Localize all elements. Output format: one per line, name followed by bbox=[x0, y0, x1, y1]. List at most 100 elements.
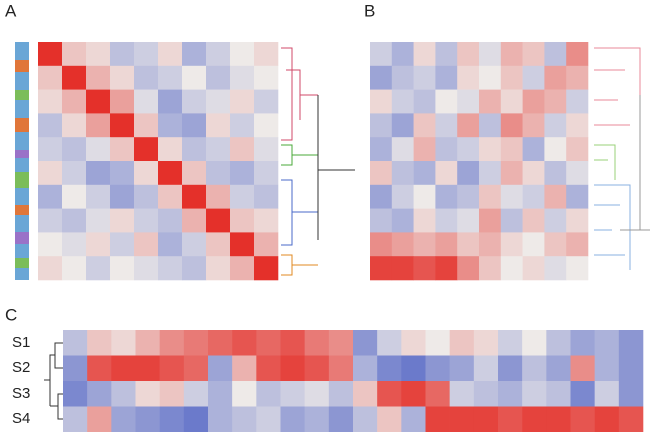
heatmap-cell bbox=[86, 89, 111, 114]
heatmap-cell bbox=[500, 89, 523, 114]
heatmap-cell bbox=[522, 381, 547, 407]
heatmap-cell bbox=[500, 256, 523, 281]
heatmap-cell bbox=[183, 355, 209, 381]
heatmap-cell bbox=[304, 355, 330, 381]
heatmap-cell bbox=[111, 355, 136, 381]
heatmap-cell bbox=[479, 42, 502, 67]
heatmap-cell bbox=[522, 161, 545, 186]
heatmap-cell bbox=[457, 232, 480, 257]
heatmap-cell bbox=[159, 330, 185, 356]
panel-label: C bbox=[5, 305, 17, 324]
heatmap-cell bbox=[328, 355, 354, 381]
heatmap-cell bbox=[254, 208, 279, 233]
heatmap-cell bbox=[413, 232, 436, 257]
row-label: S4 bbox=[12, 410, 30, 427]
heatmap-cell bbox=[391, 184, 414, 209]
heatmap-cell bbox=[158, 256, 183, 281]
heatmap-cell bbox=[254, 113, 279, 138]
heatmap-cell bbox=[435, 232, 458, 257]
heatmap-cell bbox=[473, 355, 499, 381]
heatmap-cell bbox=[86, 161, 111, 186]
heatmap-cell bbox=[87, 330, 112, 356]
heatmap-cell bbox=[86, 65, 111, 90]
heatmap-cell bbox=[479, 65, 502, 90]
heatmap-cell bbox=[435, 161, 458, 186]
heatmap-cell bbox=[158, 113, 183, 138]
heatmap-cell bbox=[479, 113, 502, 138]
heatmap-cell bbox=[457, 89, 480, 114]
heatmap-cell bbox=[413, 208, 436, 233]
heatmap-cell bbox=[522, 256, 545, 281]
heatmap-cell bbox=[522, 208, 545, 233]
heatmap-cell bbox=[544, 89, 567, 114]
heatmap-cell bbox=[479, 256, 502, 281]
heatmap-cell bbox=[110, 137, 135, 162]
heatmap-cell bbox=[230, 137, 255, 162]
heatmap-cell bbox=[594, 406, 620, 432]
heatmap-cell bbox=[413, 89, 436, 114]
heatmap-cell bbox=[377, 406, 402, 432]
heatmap-cell bbox=[544, 161, 567, 186]
heatmap-cell bbox=[435, 184, 458, 209]
heatmap-cell bbox=[570, 381, 595, 407]
heatmap-cell bbox=[110, 208, 135, 233]
heatmap-cell bbox=[111, 330, 136, 356]
heatmap-cell bbox=[110, 42, 135, 67]
heatmap-cell bbox=[38, 65, 63, 90]
heatmap-cell bbox=[135, 406, 160, 432]
heatmap-cell bbox=[498, 355, 523, 381]
heatmap-cell bbox=[401, 330, 426, 356]
heatmap-cell bbox=[254, 65, 279, 90]
heatmap-cell bbox=[206, 137, 231, 162]
heatmap-cell bbox=[479, 232, 502, 257]
heatmap-cell bbox=[473, 406, 499, 432]
heatmap-cell bbox=[230, 113, 255, 138]
heatmap-cell bbox=[230, 208, 255, 233]
heatmap-cell bbox=[391, 232, 414, 257]
heatmap-cell bbox=[500, 208, 523, 233]
heatmap-cell bbox=[62, 232, 87, 257]
heatmap-cell bbox=[353, 330, 378, 356]
heatmap-cell bbox=[391, 256, 414, 281]
heatmap-cell bbox=[566, 184, 589, 209]
heatmap-cell bbox=[457, 65, 480, 90]
heatmap-cell bbox=[435, 42, 458, 67]
heatmap-cell bbox=[304, 406, 330, 432]
heatmap-cell bbox=[62, 161, 87, 186]
heatmap-cell bbox=[159, 381, 185, 407]
heatmap-cell bbox=[86, 184, 111, 209]
heatmap-cell bbox=[522, 330, 547, 356]
heatmap-cell bbox=[413, 42, 436, 67]
heatmap-cell bbox=[38, 89, 63, 114]
heatmap-cell bbox=[479, 184, 502, 209]
heatmap-cell bbox=[63, 406, 88, 432]
row-label: S2 bbox=[12, 359, 30, 376]
heatmap-cell bbox=[182, 161, 207, 186]
heatmap-cell bbox=[479, 89, 502, 114]
heatmap-cell bbox=[546, 381, 571, 407]
heatmap-cell bbox=[566, 161, 589, 186]
heatmap-cell bbox=[256, 355, 281, 381]
heatmap-cell bbox=[544, 184, 567, 209]
heatmap-cell bbox=[232, 355, 257, 381]
heatmap-cell bbox=[370, 161, 393, 186]
heatmap-cell bbox=[38, 161, 63, 186]
heatmap-cell bbox=[566, 232, 589, 257]
heatmap-cell bbox=[134, 208, 159, 233]
heatmap-cell bbox=[500, 42, 523, 67]
heatmap-cell bbox=[566, 89, 589, 114]
heatmap-cell bbox=[62, 184, 87, 209]
heatmap-cell bbox=[522, 355, 547, 381]
heatmap-cell bbox=[280, 406, 305, 432]
heatmap-cell bbox=[134, 256, 159, 281]
heatmap-cell bbox=[594, 330, 620, 356]
heatmap-cell bbox=[86, 113, 111, 138]
heatmap-cell bbox=[182, 256, 207, 281]
heatmap-cell bbox=[457, 184, 480, 209]
heatmap-cell bbox=[254, 232, 279, 257]
heatmap-cell bbox=[473, 330, 499, 356]
heatmap-cell bbox=[206, 65, 231, 90]
heatmap-cell bbox=[134, 65, 159, 90]
heatmap-cell bbox=[566, 113, 589, 138]
heatmap-cell bbox=[62, 256, 87, 281]
